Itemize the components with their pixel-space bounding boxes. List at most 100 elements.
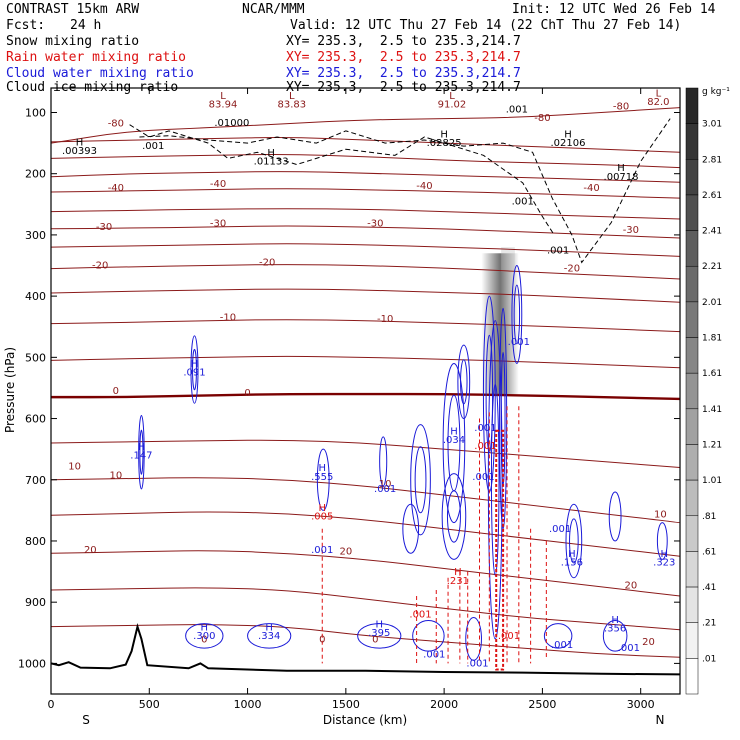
- colorbar-swatch: [685, 622, 699, 659]
- colorbar-label: 1.81: [702, 334, 722, 344]
- colorbar-swatch: [685, 123, 699, 160]
- extremum-value: .091: [183, 368, 205, 379]
- init-time: Init: 12 UTC Wed 26 Feb 14: [512, 2, 716, 17]
- y-tick-label: 800: [25, 535, 46, 548]
- isotherm-20: [51, 550, 680, 597]
- isotherm-label: 0: [319, 635, 325, 646]
- fcst-value: 24 h: [70, 18, 102, 33]
- isotherm--20: [51, 264, 680, 280]
- contour-label: .001: [512, 196, 534, 207]
- colorbar-label: .61: [702, 547, 716, 557]
- contour-label: .001: [311, 545, 333, 556]
- isotherm-label: -30: [210, 218, 226, 229]
- contour-label: .001: [374, 484, 396, 495]
- valid-time: Valid: 12 UTC Thu 27 Feb 14 (22 ChT Thu …: [290, 18, 682, 33]
- colorbar-label: 2.81: [702, 155, 722, 165]
- extremum-value: 82.0: [647, 97, 669, 108]
- cloud-water-contour-inner: [460, 359, 468, 405]
- cloud-water-contour: [441, 473, 467, 560]
- cloud-water-contour: [138, 414, 145, 490]
- colorbar-label: 2.61: [702, 191, 722, 201]
- field-xy-rain: XY= 235.3, 2.5 to 235.3,214.7: [286, 50, 521, 65]
- colorbar-swatch: [685, 408, 699, 445]
- isotherm-label: 10: [379, 479, 392, 490]
- isotherm-label: -30: [367, 218, 383, 229]
- isotherm-label: -80: [613, 101, 629, 112]
- isotherm-0: [51, 392, 680, 401]
- cloud-water-contour: [316, 448, 330, 511]
- isotherm-label: -40: [583, 183, 599, 194]
- extremum-value: .555: [311, 472, 333, 483]
- y-tick-label: 900: [25, 596, 46, 609]
- cloud-ice-contour-inner: [129, 124, 555, 236]
- x-axis-label: Distance (km): [323, 713, 407, 727]
- cloud-water-contour: [402, 503, 420, 554]
- cloud-water-contour: [457, 344, 471, 420]
- y-tick-label: 400: [25, 290, 46, 303]
- y-axis-label: Pressure (hPa): [3, 347, 17, 433]
- colorbar-swatch: [685, 515, 699, 552]
- isotherm-30: [51, 624, 680, 658]
- colorbar-swatch: [685, 479, 699, 517]
- x-tick-label: 0: [48, 698, 55, 711]
- contour-label: .001: [466, 658, 488, 669]
- cloud-water-contour: [185, 623, 224, 649]
- isotherm-label: -40: [108, 183, 124, 194]
- field-xy-snow: XY= 235.3, 2.5 to 235.3,214.7: [286, 34, 521, 49]
- fcst-label: Fcst:: [6, 18, 46, 33]
- cloud-water-contour-inner: [414, 446, 427, 514]
- colorbar-label: .21: [702, 619, 716, 629]
- cloud-water-contour-inner: [569, 518, 579, 564]
- cloud-water-contour: [656, 522, 668, 560]
- extremum-marker: H: [375, 619, 383, 630]
- x-tick-label: 2500: [528, 698, 556, 711]
- field-name-snow: Snow mixing ratio: [6, 34, 140, 49]
- extremum-marker: H: [265, 622, 273, 633]
- cloud-water-contour-inner: [513, 284, 521, 345]
- contour-label: .001: [472, 472, 494, 483]
- snow-shading-top: [501, 247, 515, 272]
- colorbar-swatch: [685, 265, 699, 303]
- extremum-value: .231: [447, 576, 469, 587]
- colorbar-label: 1.41: [702, 405, 722, 415]
- cloud-water-contour: [608, 491, 622, 542]
- colorbar-label: .41: [702, 583, 716, 593]
- contour-label: .01000: [214, 118, 249, 129]
- cloud-water-contour: [190, 335, 199, 404]
- colorbar-label: 2.21: [702, 262, 722, 272]
- colorbar-swatch: [685, 194, 699, 231]
- contour-label: .001: [142, 141, 164, 152]
- colorbar-swatch: [685, 444, 699, 481]
- isotherm-label: -80: [108, 119, 124, 130]
- extremum-value: 83.83: [277, 100, 306, 111]
- x-tick-label: 500: [139, 698, 160, 711]
- cloud-water-contour: [442, 362, 466, 524]
- cloud-water-contour: [247, 623, 292, 649]
- extremum-marker: H: [267, 148, 275, 159]
- isotherm-label: 10: [654, 510, 667, 521]
- isotherm-label: -10: [220, 313, 236, 324]
- extremum-value: .323: [653, 557, 675, 568]
- plot-frame: [50, 87, 681, 695]
- colorbar-swatch: [685, 586, 699, 623]
- extremum-value: .00718: [604, 172, 639, 183]
- contour-label: .001: [474, 423, 496, 434]
- cloud-water-contour: [543, 623, 573, 649]
- extremum-marker: H: [454, 567, 462, 578]
- cloud-water-contour: [379, 436, 388, 487]
- y-tick-label: 300: [25, 229, 46, 242]
- model-title: CONTRAST 15km ARW: [6, 2, 140, 17]
- cloud-water-contour-inner: [192, 348, 197, 391]
- colorbar-label: 1.61: [702, 369, 722, 379]
- y-tick-label: 200: [25, 168, 46, 181]
- isotherm-label: 20: [624, 581, 637, 592]
- isotherm-label: 0: [113, 386, 119, 397]
- cloud-ice-contour: [139, 118, 671, 264]
- rain-core: [495, 429, 505, 671]
- extremum-value: .395: [368, 628, 390, 639]
- extremum-marker: L: [656, 89, 662, 100]
- extremum-value: .01133: [254, 157, 289, 168]
- colorbar-swatch: [685, 159, 699, 196]
- isotherm--60: [51, 154, 680, 169]
